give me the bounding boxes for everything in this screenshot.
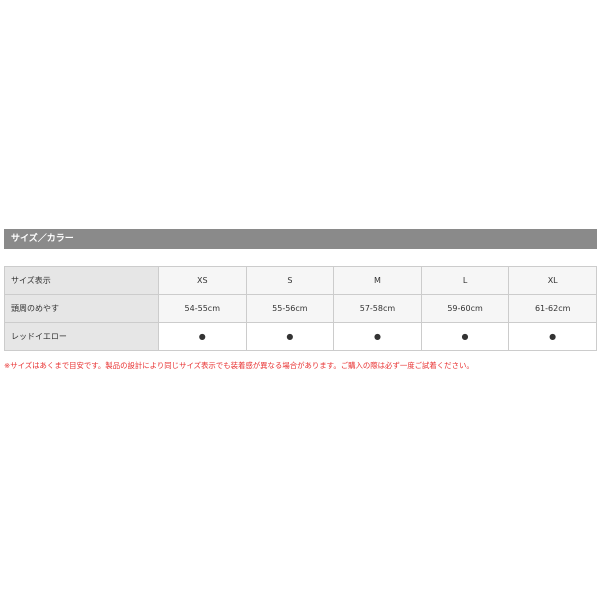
availability-dot: ● [508, 322, 597, 351]
availability-dot: ● [333, 322, 422, 351]
table-cell: M [333, 266, 422, 295]
table-row-head-size: 頭周のめやす 54-55cm 55-56cm 57-58cm 59-60cm 6… [4, 294, 597, 323]
row-label: サイズ表示 [4, 266, 159, 295]
table-cell: 59-60cm [420, 294, 510, 323]
table-cell: L [420, 266, 510, 295]
table-cell: XL [508, 266, 597, 295]
row-label: 頭周のめやす [4, 294, 159, 323]
size-table: サイズ表示 XS S M L XL 頭周のめやす 54-55cm 55-56cm… [4, 266, 597, 351]
table-cell: XS [157, 266, 247, 295]
availability-dot: ● [420, 322, 510, 351]
table-cell: 61-62cm [508, 294, 597, 323]
section-title: サイズ／カラー [4, 229, 597, 249]
table-cell: 54-55cm [157, 294, 247, 323]
table-cell: 57-58cm [333, 294, 422, 323]
availability-dot: ● [245, 322, 335, 351]
table-row-size: サイズ表示 XS S M L XL [4, 266, 597, 295]
availability-dot: ● [157, 322, 247, 351]
row-label: レッドイエロー [4, 322, 159, 351]
size-note: ※サイズはあくまで目安です。製品の設計により同じサイズ表示でも装着感が異なる場合… [4, 361, 474, 370]
table-cell: 55-56cm [245, 294, 335, 323]
table-cell: S [245, 266, 335, 295]
table-row-color: レッドイエロー ● ● ● ● ● [4, 322, 597, 351]
